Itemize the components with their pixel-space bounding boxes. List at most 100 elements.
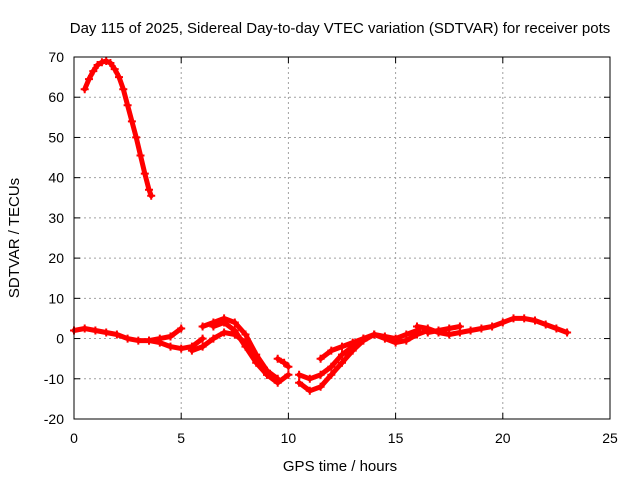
data-point: [552, 324, 561, 333]
data-point: [263, 370, 271, 379]
data-point: [198, 322, 207, 331]
data-point: [198, 342, 207, 351]
data-point: [241, 338, 250, 347]
data-point: [413, 330, 421, 339]
x-tick-label: 20: [495, 430, 511, 446]
data-point: [177, 324, 186, 333]
data-point: [338, 342, 346, 351]
data-point: [147, 191, 156, 200]
data-point: [316, 382, 325, 391]
data-point: [112, 330, 121, 339]
data-point: [230, 318, 239, 327]
data-point: [106, 59, 115, 67]
data-point: [466, 326, 475, 335]
x-tick-label: 0: [70, 430, 78, 446]
data-point: [488, 322, 497, 331]
data-point: [198, 334, 207, 343]
data-point: [327, 362, 336, 371]
y-tick-label: 50: [48, 129, 64, 145]
data-point: [402, 336, 411, 345]
data-point: [477, 324, 486, 333]
data-point: [498, 318, 507, 327]
x-tick-label: 5: [177, 430, 185, 446]
data-point: [295, 370, 304, 379]
data-point: [177, 344, 186, 353]
data-point: [316, 370, 325, 379]
data-point: [338, 358, 346, 367]
data-point: [327, 370, 336, 379]
x-tick-label: 25: [602, 430, 618, 446]
data-series: [70, 57, 572, 395]
x-tick-label: 10: [281, 430, 297, 446]
data-point: [127, 117, 136, 126]
data-point: [102, 57, 111, 65]
y-tick-label: -20: [44, 411, 64, 427]
x-tick-label: 15: [388, 430, 404, 446]
series-track-6: [189, 330, 270, 378]
x-axis-label: GPS time / hours: [283, 458, 397, 475]
series-track-12: [425, 324, 463, 335]
data-point: [423, 328, 432, 337]
data-point: [241, 330, 250, 339]
data-point: [85, 75, 93, 84]
chart-title: Day 115 of 2025, Sidereal Day-to-day VTE…: [70, 20, 611, 37]
data-point: [166, 332, 175, 341]
y-tick-label: 40: [48, 170, 64, 186]
data-point: [80, 324, 89, 333]
data-point: [136, 151, 145, 160]
data-point: [209, 322, 218, 331]
y-axis-label: SDTVAR / TECUs: [6, 178, 23, 298]
data-point: [91, 326, 100, 335]
data-point: [359, 334, 368, 343]
data-point: [123, 101, 132, 110]
data-point: [520, 314, 529, 323]
data-point: [97, 58, 106, 67]
y-tick-label: 10: [48, 290, 64, 306]
data-point: [220, 328, 229, 337]
y-tick-label: 60: [48, 89, 64, 105]
y-tick-label: 70: [48, 49, 64, 65]
data-point: [455, 322, 464, 331]
data-point: [145, 185, 153, 194]
data-point: [273, 354, 282, 363]
data-point: [134, 336, 143, 345]
data-point: [110, 65, 119, 74]
data-point: [284, 370, 293, 379]
data-point: [327, 346, 336, 355]
data-point: [102, 328, 111, 337]
data-point: [187, 346, 196, 355]
data-point: [391, 338, 400, 347]
data-point: [338, 350, 346, 359]
data-point: [295, 378, 304, 387]
data-point: [209, 334, 218, 343]
data-point: [563, 328, 572, 337]
tick-labels: 0 5 10 15 20 25 -20 -10 0 10 20 30 40 50 60 70: [44, 49, 618, 446]
data-point: [284, 362, 293, 371]
data-point: [80, 85, 89, 94]
data-point: [89, 67, 98, 76]
grid-lines: [74, 57, 610, 419]
data-point: [305, 374, 314, 383]
data-point: [434, 326, 443, 335]
data-point: [531, 316, 539, 325]
data-point: [445, 324, 454, 333]
data-point: [280, 358, 289, 367]
plot-frame: [73, 56, 611, 420]
data-point: [305, 386, 314, 395]
data-point: [145, 336, 153, 345]
y-tick-label: 30: [48, 210, 64, 226]
data-point: [132, 133, 141, 142]
data-point: [509, 314, 518, 323]
data-point: [166, 342, 175, 351]
y-tick-label: 0: [56, 331, 64, 347]
data-point: [220, 318, 229, 327]
data-point: [123, 334, 132, 343]
data-point: [380, 334, 389, 343]
data-point: [541, 320, 550, 329]
data-point: [273, 378, 282, 387]
data-point: [370, 330, 379, 339]
data-point: [155, 338, 164, 347]
axis-ticks: [73, 56, 611, 420]
data-point: [316, 354, 325, 363]
